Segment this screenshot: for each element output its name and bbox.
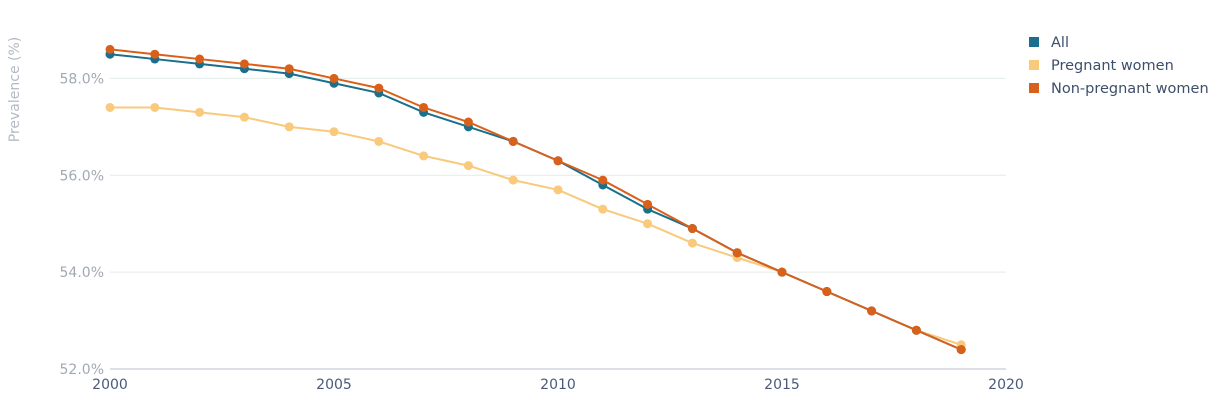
y-tick-label: 52.0% xyxy=(60,362,104,378)
data-point xyxy=(150,49,160,59)
legend-item: Non-pregnant women xyxy=(1029,81,1209,97)
axes: 52.0% 54.0% 56.0% 58.0% 2000 2005 2010 2015 2020… xyxy=(7,37,1024,393)
series-line xyxy=(109,48,962,351)
data-point xyxy=(598,204,608,214)
data-point xyxy=(284,122,294,132)
legend-item: Pregnant women xyxy=(1029,58,1174,74)
data-point xyxy=(598,175,608,185)
data-point xyxy=(732,248,742,258)
series xyxy=(105,44,966,355)
y-axis-title: Prevalence (%) xyxy=(7,37,23,143)
series-line xyxy=(110,106,962,346)
data-point xyxy=(508,136,518,146)
data-point xyxy=(553,185,563,195)
legend-swatch xyxy=(1029,60,1039,70)
data-point xyxy=(911,325,921,335)
legend-label: All xyxy=(1051,35,1069,51)
data-point xyxy=(463,117,473,127)
legend-item: All xyxy=(1029,35,1069,51)
grid xyxy=(110,77,1006,370)
data-point xyxy=(419,151,429,161)
data-point xyxy=(956,345,966,355)
legend-label: Pregnant women xyxy=(1051,58,1174,74)
data-point xyxy=(105,44,115,54)
series-non-pregnant-women xyxy=(105,44,966,355)
data-point xyxy=(195,54,205,64)
data-point xyxy=(329,73,339,83)
data-point xyxy=(463,161,473,171)
series-line xyxy=(109,53,962,351)
data-point xyxy=(105,102,115,112)
data-point xyxy=(374,83,384,93)
data-point xyxy=(777,267,787,277)
data-point xyxy=(643,219,653,229)
data-point xyxy=(374,136,384,146)
legend-label: Non-pregnant women xyxy=(1051,81,1209,97)
data-point xyxy=(822,287,832,297)
data-point xyxy=(284,64,294,74)
y-tick-label: 56.0% xyxy=(60,168,104,184)
series-pregnant-women xyxy=(105,102,966,350)
data-point xyxy=(643,199,653,209)
data-point xyxy=(687,238,697,248)
x-tick-label: 2005 xyxy=(316,377,352,393)
y-tick-label: 54.0% xyxy=(60,265,104,281)
x-tick-label: 2000 xyxy=(92,377,128,393)
data-point xyxy=(508,175,518,185)
data-point xyxy=(239,59,249,69)
legend-swatch xyxy=(1029,83,1039,93)
data-point xyxy=(239,112,249,122)
x-tick-label: 2010 xyxy=(540,377,576,393)
data-point xyxy=(150,102,160,112)
data-point xyxy=(419,102,429,112)
series-all xyxy=(105,49,966,355)
data-point xyxy=(687,224,697,234)
data-point xyxy=(329,127,339,137)
data-point xyxy=(867,306,877,316)
legend-swatch xyxy=(1029,37,1039,47)
x-tick-label: 2020 xyxy=(988,377,1024,393)
data-point xyxy=(553,156,563,166)
legend: All Pregnant women Non-pregnant women xyxy=(1029,35,1209,97)
x-tick-label: 2015 xyxy=(764,377,800,393)
data-point xyxy=(195,107,205,117)
y-tick-label: 58.0% xyxy=(60,71,104,87)
